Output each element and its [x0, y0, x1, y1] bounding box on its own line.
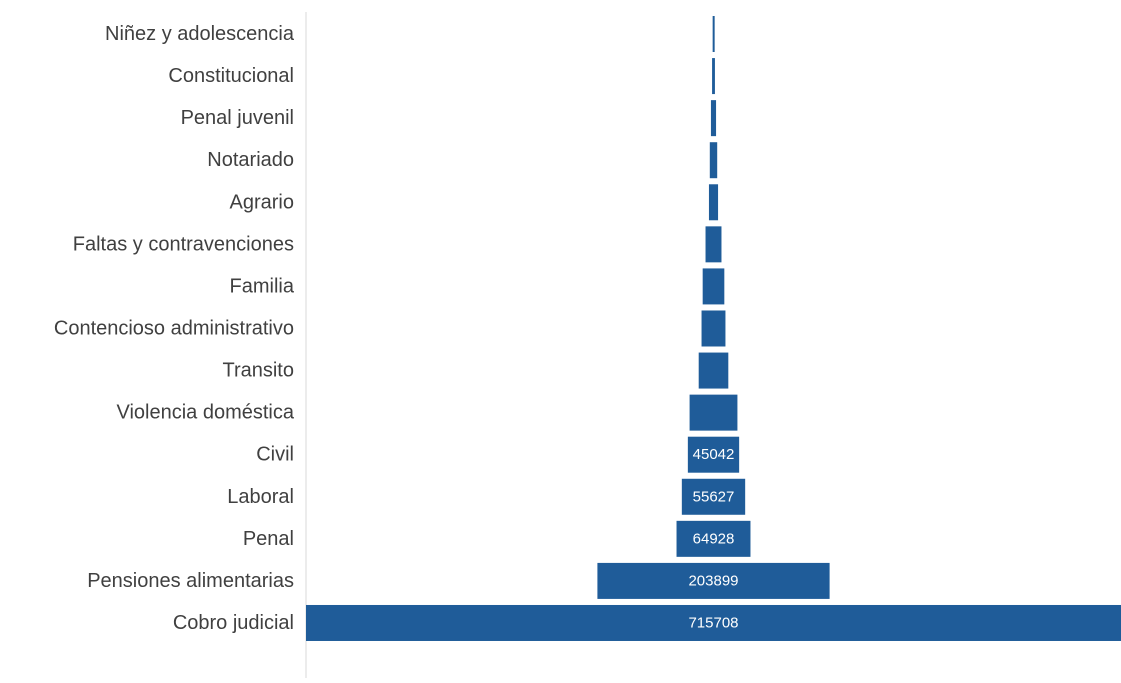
bar	[712, 16, 715, 52]
data-label: 715708	[688, 614, 738, 631]
bar	[689, 394, 738, 431]
category-label: Penal juvenil	[181, 107, 294, 129]
bar	[701, 310, 726, 347]
data-label: 55627	[693, 488, 735, 505]
bar	[698, 352, 729, 389]
bar	[712, 58, 715, 95]
bar	[687, 436, 740, 473]
bar	[702, 268, 725, 305]
bar	[681, 478, 746, 515]
bar	[710, 100, 717, 137]
category-label: Contencioso administrativo	[54, 317, 294, 339]
category-label: Constitucional	[168, 65, 294, 87]
data-label: 203899	[688, 572, 738, 589]
category-label: Notariado	[207, 149, 294, 171]
bar	[708, 184, 719, 221]
bar	[597, 562, 830, 599]
category-label: Transito	[222, 360, 294, 382]
category-label: Violencia doméstica	[116, 402, 294, 424]
category-label: Familia	[230, 275, 295, 297]
category-label: Agrario	[230, 191, 294, 213]
category-label: Penal	[243, 528, 294, 550]
category-label: Civil	[256, 444, 294, 466]
category-label: Faltas y contravenciones	[73, 233, 294, 255]
data-label: 45042	[693, 446, 735, 463]
bar-group	[306, 16, 1121, 641]
category-label: Pensiones alimentarias	[87, 570, 294, 592]
category-label-group: Niñez y adolescencia Constitucional Penal …	[54, 23, 295, 634]
category-label: Niñez y adolescencia	[105, 23, 295, 45]
bar	[709, 142, 718, 179]
bar	[705, 226, 722, 263]
category-label: Cobro judicial	[173, 612, 294, 634]
data-label-group: 45042 55627 64928 203899 715708	[688, 446, 738, 631]
data-label: 64928	[693, 530, 735, 547]
bar	[676, 520, 751, 557]
bar	[306, 604, 1121, 641]
category-label: Laboral	[227, 486, 294, 508]
